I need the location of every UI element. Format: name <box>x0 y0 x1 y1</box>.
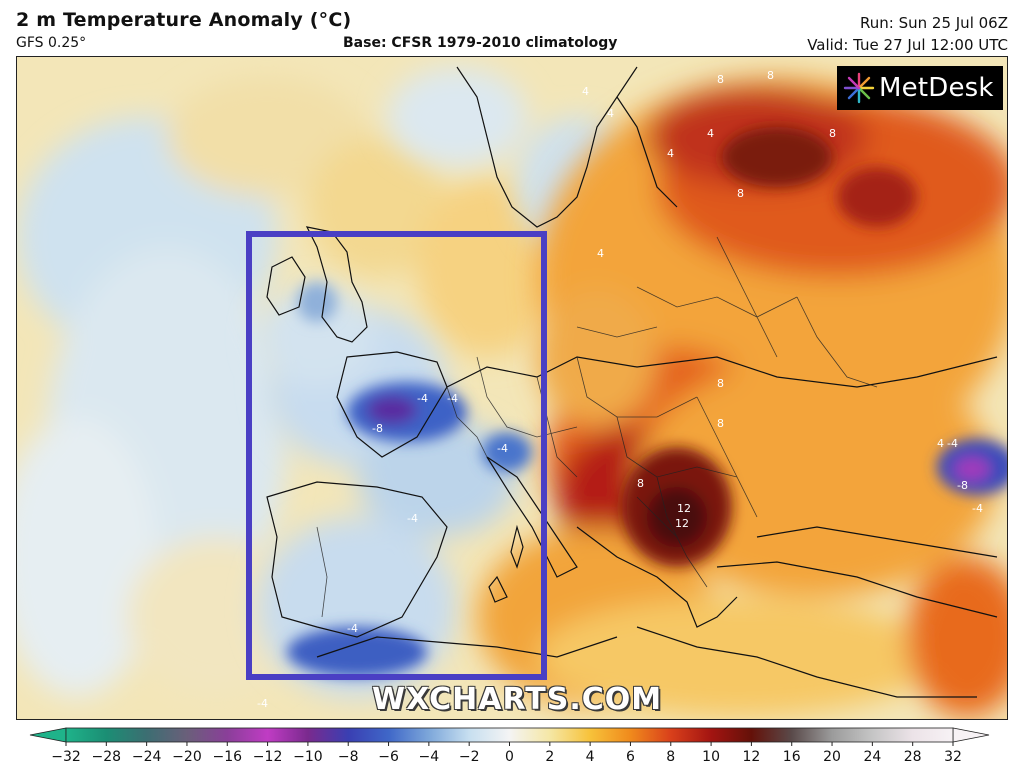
metdesk-burst-icon <box>843 72 875 104</box>
colorbar-tick-label: −12 <box>252 749 283 765</box>
contour-label: 8 <box>717 73 724 86</box>
colorbar-tick-label: 12 <box>742 749 761 765</box>
run-time-label: Run: Sun 25 Jul 06Z <box>860 14 1008 32</box>
contour-label: -4 <box>972 502 983 515</box>
logo-text: MetDesk <box>879 73 994 103</box>
colorbar-tick-label: −16 <box>212 749 243 765</box>
chart-header: 2 m Temperature Anomaly (°C) GFS 0.25° B… <box>0 0 1024 56</box>
colorbar-tick-label: −8 <box>337 749 359 765</box>
colorbar-tick-label: −2 <box>458 749 480 765</box>
colorbar-tick-label: 16 <box>782 749 801 765</box>
colorbar-max-arrow <box>952 727 990 743</box>
chart-title: 2 m Temperature Anomaly (°C) <box>16 9 352 31</box>
colorbar-tick-label: −32 <box>51 749 81 765</box>
contour-label: 4 <box>607 107 614 120</box>
valid-time-label: Valid: Tue 27 Jul 12:00 UTC <box>807 36 1008 54</box>
contour-label: 8 <box>829 127 836 140</box>
colorbar-tick-label: −24 <box>131 749 162 765</box>
contour-label: -4 <box>407 512 418 525</box>
contour-label: 8 <box>717 377 724 390</box>
metdesk-logo: MetDesk <box>837 66 1003 110</box>
contour-label: -4 <box>347 622 358 635</box>
highlight-box <box>246 231 547 680</box>
colorbar-tick-label: −20 <box>172 749 202 765</box>
colorbar-tick-label: 4 <box>585 749 595 765</box>
contour-label: 4 <box>667 147 674 160</box>
model-label: GFS 0.25° <box>16 35 87 51</box>
contour-label: 4 <box>597 247 604 260</box>
coastlines <box>266 66 998 698</box>
anomaly-map: 4 4 8 8 8 4 4 8 8 4 -4 -8 -4 -4 -4 8 8 1… <box>16 56 1008 720</box>
contour-label: 12 <box>675 517 689 530</box>
colorbar-tick-label: 8 <box>666 749 676 765</box>
colorbar-tick-label: −10 <box>293 749 323 765</box>
colorbar-tick-label: −4 <box>418 749 440 765</box>
colorbar-tick-label: −28 <box>91 749 122 765</box>
contour-labels: 4 4 8 8 8 4 4 8 8 4 -4 -8 -4 -4 -4 8 8 1… <box>257 69 983 710</box>
contour-label: -4 <box>947 437 958 450</box>
contour-label: 4 <box>582 85 589 98</box>
contour-label: -4 <box>417 392 428 405</box>
country-borders <box>316 236 878 618</box>
anomaly-field: 4 4 8 8 8 4 4 8 8 4 -4 -8 -4 -4 -4 8 8 1… <box>17 57 1007 719</box>
colorbar-tick-label: 28 <box>903 749 922 765</box>
contour-label: 8 <box>737 187 744 200</box>
colorbar-gradient <box>65 727 954 743</box>
colorbar-tick-label: 2 <box>545 749 555 765</box>
contour-label: 8 <box>767 69 774 82</box>
colorbar-scale <box>29 727 990 746</box>
colorbar-tick-label: 10 <box>702 749 720 765</box>
colorbar-tick-label: 24 <box>863 749 882 765</box>
colorbar-min-arrow <box>29 727 67 743</box>
contour-label: -4 <box>497 442 508 455</box>
colorbar: −32 −28 −24 −20 −16 −12 −10 −8 −6 −4 −2 0 2 4 6 8 10 12 16… <box>0 724 1024 784</box>
colorbar-tick-label: 0 <box>505 749 514 765</box>
colorbar-tick-label: 32 <box>944 749 962 765</box>
colorbar-tick-label: −6 <box>378 749 399 765</box>
contour-label: -4 <box>257 697 268 710</box>
contour-label: -8 <box>957 479 968 492</box>
contour-label: 12 <box>677 502 691 515</box>
base-climatology-label: Base: CFSR 1979-2010 climatology <box>343 35 618 51</box>
contour-label: -8 <box>372 422 383 435</box>
colorbar-tick-label: 6 <box>625 749 635 765</box>
contour-label: 8 <box>637 477 644 490</box>
contour-label: 4 <box>707 127 714 140</box>
contour-label: 4 <box>937 437 944 450</box>
watermark: WXCHARTS.COM <box>372 682 663 717</box>
contour-label: -4 <box>447 392 458 405</box>
contour-label: 8 <box>717 417 724 430</box>
colorbar-tick-label: 20 <box>823 749 841 765</box>
